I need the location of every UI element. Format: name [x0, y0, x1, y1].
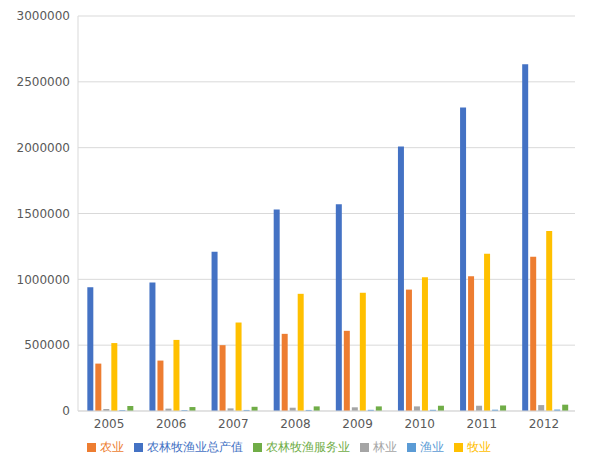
html-text:牧业: 牧业	[466, 440, 491, 454]
html-text:农林牧渔业总产值: 农林牧渔业总产值	[146, 440, 243, 454]
svg-text:1000000: 1000000	[17, 273, 70, 287]
svg-text:2000000: 2000000	[17, 141, 70, 155]
svg-text:3000000: 3000000	[17, 9, 70, 23]
svg-text:2008: 2008	[280, 417, 311, 431]
svg-text:2006: 2006	[156, 417, 187, 431]
html-text:农林牧渔服务业: 农林牧渔服务业	[265, 440, 350, 454]
svg-text:2005: 2005	[94, 417, 125, 431]
svg-text:2500000: 2500000	[17, 75, 70, 89]
svg-text:2009: 2009	[342, 417, 373, 431]
svg-text:2011: 2011	[467, 417, 498, 431]
svg-text:0: 0	[62, 404, 70, 418]
svg-text:2012: 2012	[529, 417, 560, 431]
svg-text:500000: 500000	[24, 338, 70, 352]
svg-text:2007: 2007	[218, 417, 249, 431]
svg-text:2010: 2010	[404, 417, 435, 431]
html-text:渔业: 渔业	[419, 440, 444, 454]
svg-text:1500000: 1500000	[17, 207, 70, 221]
html-text:农业: 农业	[99, 440, 124, 454]
html-text:林业: 林业	[372, 440, 397, 454]
